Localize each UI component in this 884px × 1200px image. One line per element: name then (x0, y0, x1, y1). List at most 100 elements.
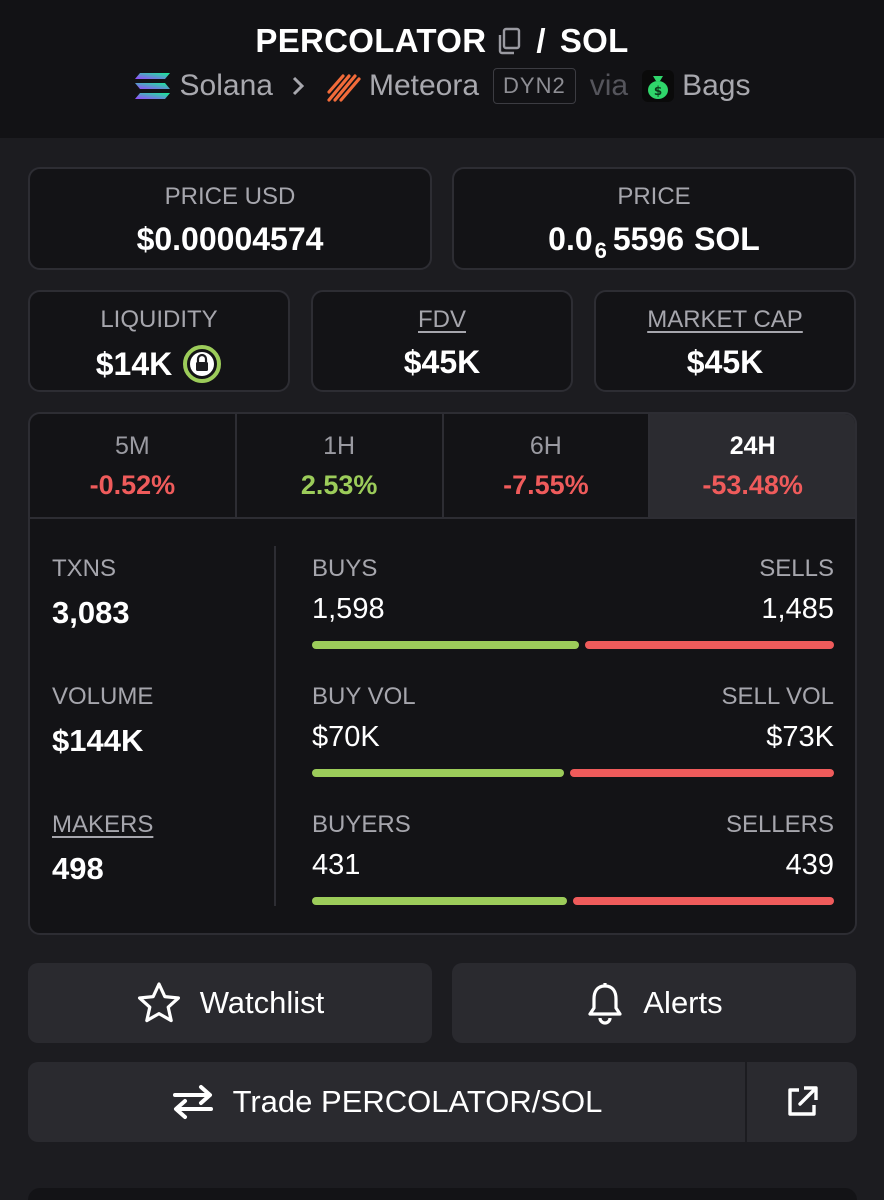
liquidity-label: LIQUIDITY (100, 306, 218, 333)
star-icon (136, 981, 182, 1025)
tab-change: 2.53% (300, 470, 378, 500)
chain-link[interactable]: Solana (179, 69, 273, 102)
money-bag-icon: $ (642, 70, 675, 102)
tab-label: 5M (115, 432, 150, 460)
volume-split-bar (312, 769, 834, 777)
pair-title: PERCOLATOR / SOL (0, 22, 884, 60)
next-section-edge (28, 1188, 857, 1200)
market-cap-card[interactable]: MARKET CAP $45K (594, 290, 856, 392)
tab-1h[interactable]: 1H 2.53% (237, 414, 444, 517)
buy-vol-value: $70K (312, 721, 380, 753)
sell-vol-bar-fill (570, 769, 834, 777)
tab-label: 6H (529, 432, 562, 460)
swap-arrows-icon (171, 1084, 215, 1120)
price-digits: 5596 (612, 221, 685, 257)
makers-metric: MAKERS 498 (52, 811, 153, 887)
trade-bar: Trade PERCOLATOR/SOL (28, 1062, 857, 1142)
token-symbol: PERCOLATOR (255, 22, 487, 59)
makers-value: 498 (52, 851, 104, 886)
quote-symbol: SOL (559, 22, 629, 59)
price-native-card: PRICE 0.0 6 5596 SOL (452, 167, 856, 270)
pair-header: PERCOLATOR / SOL Solana (0, 0, 884, 138)
sell-bar-fill (585, 641, 834, 649)
fdv-value: $45K (403, 344, 481, 380)
pair-separator: / (536, 22, 546, 59)
tab-label: 24H (729, 432, 776, 460)
sell-vol-value: $73K (766, 721, 834, 753)
trade-label: Trade PERCOLATOR/SOL (232, 1084, 603, 1119)
txns-label: TXNS (52, 555, 117, 582)
sellers-bar-fill (573, 897, 834, 905)
price-native-value: 0.0 6 5596 SOL (454, 221, 854, 263)
watchlist-button[interactable]: Watchlist (28, 963, 432, 1043)
pool-type-badge: DYN2 (493, 68, 576, 104)
buy-vol-label: BUY VOL (312, 683, 416, 710)
buyers-sellers-row: BUYERS SELLERS 431 439 (312, 811, 834, 911)
liquidity-value: $14K (95, 345, 173, 382)
buys-value: 1,598 (312, 593, 385, 625)
tab-5m[interactable]: 5M -0.52% (30, 414, 237, 517)
breadcrumb: Solana Meteora DYN2 via $ Bags (0, 68, 884, 104)
watchlist-label: Watchlist (199, 985, 325, 1020)
tab-change: -53.48% (702, 470, 803, 500)
volume-metric: VOLUME $144K (52, 683, 153, 759)
price-zero-count: 6 (594, 237, 607, 263)
tab-change: -7.55% (503, 470, 589, 500)
price-prefix: 0.0 (548, 221, 593, 257)
alerts-label: Alerts (643, 985, 723, 1020)
external-link-button[interactable] (747, 1062, 857, 1142)
sellers-value: 439 (785, 849, 834, 881)
buyers-value: 431 (312, 849, 361, 881)
buy-vol-bar-fill (312, 769, 564, 777)
buyers-sellers-bar (312, 897, 834, 905)
sells-label: SELLS (759, 555, 834, 582)
fdv-label[interactable]: FDV (418, 306, 466, 333)
solana-icon (134, 72, 172, 100)
svg-text:$: $ (654, 84, 662, 98)
tab-6h[interactable]: 6H -7.55% (444, 414, 651, 517)
fdv-card[interactable]: FDV $45K (311, 290, 573, 392)
meteora-icon (327, 70, 361, 102)
price-native-label: PRICE (617, 183, 691, 210)
price-unit: SOL (694, 221, 760, 257)
stats-panel: 5M -0.52% 1H 2.53% 6H -7.55% 24H -53.48%… (28, 412, 857, 935)
chevron-right-icon (291, 75, 305, 97)
market-cap-value: $45K (686, 344, 764, 380)
volume-split-row: BUY VOL SELL VOL $70K $73K (312, 683, 834, 783)
copy-icon[interactable] (496, 27, 522, 55)
buy-sell-bar (312, 641, 834, 649)
market-cap-label[interactable]: MARKET CAP (647, 306, 803, 333)
alerts-button[interactable]: Alerts (452, 963, 856, 1043)
buyers-bar-fill (312, 897, 567, 905)
sells-value: 1,485 (761, 593, 834, 625)
price-usd-label: PRICE USD (164, 183, 296, 210)
timeframe-tabs: 5M -0.52% 1H 2.53% 6H -7.55% 24H -53.48% (30, 414, 855, 519)
tab-24h[interactable]: 24H -53.48% (650, 414, 855, 517)
dex-link[interactable]: Meteora (368, 69, 480, 102)
makers-label[interactable]: MAKERS (52, 811, 154, 838)
tab-change: -0.52% (89, 470, 176, 500)
column-divider (274, 546, 276, 906)
buy-bar-fill (312, 641, 579, 649)
trade-divider (745, 1062, 747, 1142)
launchpad-link[interactable]: Bags (682, 69, 751, 102)
volume-label: VOLUME (52, 683, 154, 710)
buys-sells-row: BUYS SELLS 1,598 1,485 (312, 555, 834, 655)
price-usd-card: PRICE USD $0.00004574 (28, 167, 432, 270)
buys-label: BUYS (312, 555, 378, 582)
sell-vol-label: SELL VOL (721, 683, 834, 710)
volume-value: $144K (52, 723, 144, 758)
trade-button[interactable]: Trade PERCOLATOR/SOL (28, 1062, 745, 1142)
via-text: via (589, 69, 629, 102)
liquidity-value-row: $14K (30, 344, 288, 384)
external-link-icon (788, 1086, 818, 1116)
liquidity-card: LIQUIDITY $14K (28, 290, 290, 392)
lock-icon[interactable] (182, 344, 222, 384)
bell-icon (585, 981, 625, 1025)
txns-metric: TXNS 3,083 (52, 555, 130, 631)
price-usd-value: $0.00004574 (136, 221, 324, 257)
buyers-label: BUYERS (312, 811, 411, 838)
tab-label: 1H (323, 432, 356, 460)
sellers-label: SELLERS (725, 811, 834, 838)
txns-value: 3,083 (52, 595, 130, 630)
